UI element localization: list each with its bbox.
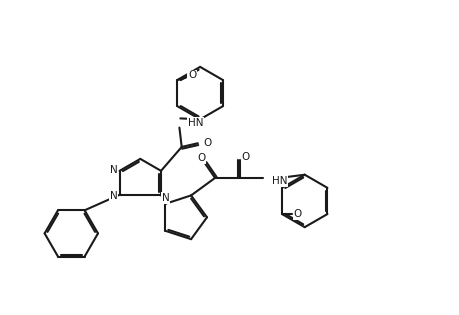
Text: N: N bbox=[110, 165, 117, 175]
Text: HN: HN bbox=[187, 118, 203, 128]
Text: O: O bbox=[293, 209, 301, 219]
Text: O: O bbox=[188, 70, 196, 80]
Text: HN: HN bbox=[271, 176, 286, 186]
Text: N: N bbox=[161, 193, 169, 203]
Text: O: O bbox=[203, 138, 211, 148]
Text: O: O bbox=[196, 153, 205, 163]
Text: O: O bbox=[241, 152, 249, 162]
Text: N: N bbox=[110, 191, 117, 201]
